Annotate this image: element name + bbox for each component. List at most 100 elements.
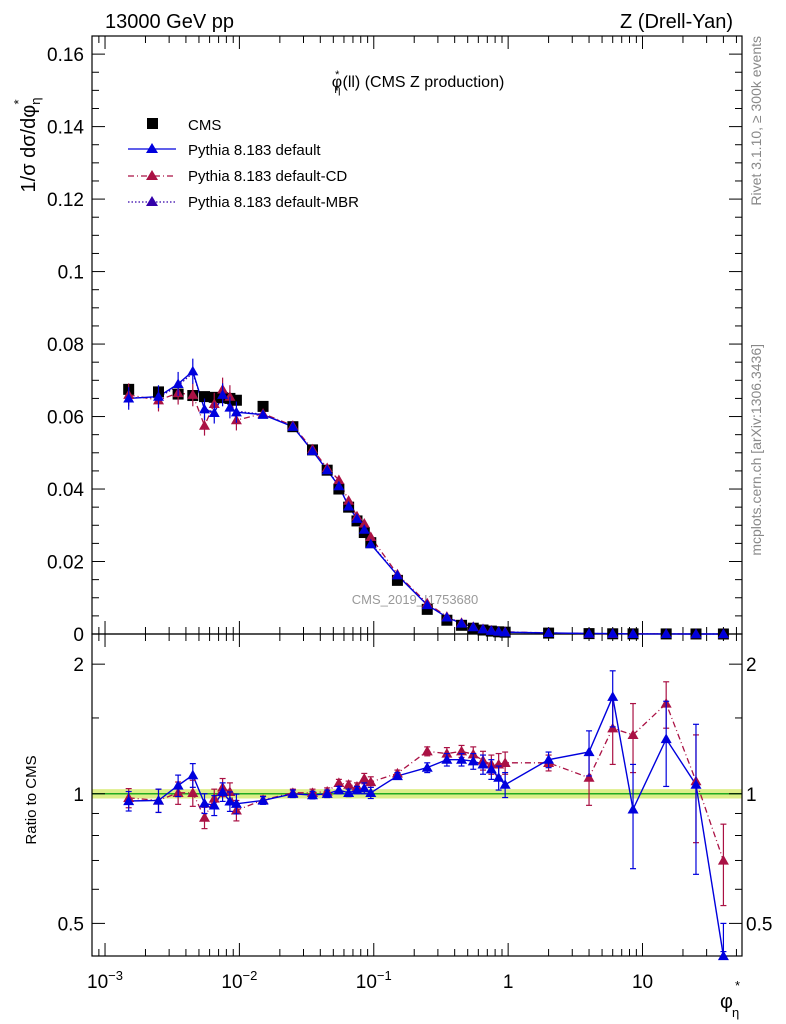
ratio-data-point bbox=[187, 787, 199, 797]
cms-data-point bbox=[199, 391, 211, 403]
ratio-y-tick-label: 2 bbox=[73, 655, 84, 676]
mcplots-note: mcplots.cern.ch [arXiv:1306.3436] bbox=[748, 344, 764, 556]
cms-data-point bbox=[421, 603, 433, 615]
y-tick-label: 0.02 bbox=[47, 553, 84, 574]
plot-title-sub: η bbox=[334, 84, 340, 96]
x-tick-label-base: 1 bbox=[503, 972, 514, 993]
ratio-data-point bbox=[343, 779, 355, 789]
legend-marker-mbr bbox=[146, 196, 158, 206]
mc-data-point bbox=[543, 627, 555, 638]
x-tick-label-base: 10 bbox=[356, 972, 377, 993]
mc-data-point bbox=[199, 403, 211, 414]
x-tick-label-base: 10 bbox=[221, 972, 242, 993]
ratio-data-point bbox=[365, 776, 377, 787]
ratio-data-point bbox=[607, 722, 619, 733]
y-tick-label: 0.06 bbox=[47, 408, 84, 429]
ratio-data-point bbox=[187, 769, 199, 780]
mc-data-point bbox=[485, 625, 497, 635]
mc-data-point bbox=[499, 626, 511, 637]
x-axis-label-sub: η bbox=[732, 1005, 739, 1020]
legend-entry-cd: Pythia 8.183 default-CD bbox=[128, 168, 347, 185]
ratio-plot-frame bbox=[91, 633, 743, 957]
ratio-data-point bbox=[441, 754, 453, 764]
mc-data-point bbox=[187, 365, 199, 376]
x-tick-label-exponent: −3 bbox=[108, 968, 123, 983]
mc-data-point bbox=[607, 628, 619, 638]
ratio-data-point bbox=[307, 789, 319, 800]
ratio-data-point bbox=[583, 772, 595, 782]
plot-title: φ* η (ll) (CMS Z production) bbox=[332, 69, 505, 96]
mc-data-point bbox=[343, 495, 355, 505]
ratio-data-point bbox=[660, 733, 672, 744]
ratio-y-tick-label: 0.5 bbox=[58, 914, 84, 935]
ratio-data-point bbox=[627, 729, 639, 740]
mc-data-point bbox=[287, 421, 299, 431]
ratio-data-point bbox=[717, 950, 729, 961]
data-layer: 10−3 10−2 10−1 1 1000.020.040.060.080.10.120… bbox=[47, 35, 772, 993]
ratio-data-point bbox=[257, 794, 269, 805]
ratio-data-point bbox=[543, 754, 555, 764]
ratio-data-point bbox=[477, 758, 489, 769]
legend-entry-cms: CMS bbox=[147, 117, 221, 134]
ratio-data-point bbox=[441, 748, 453, 758]
mc-data-point bbox=[333, 474, 345, 485]
mc-data-point bbox=[351, 513, 363, 523]
mc-data-point bbox=[717, 628, 729, 639]
legend-label-cms: CMS bbox=[188, 117, 221, 134]
header-left: 13000 GeV pp bbox=[105, 11, 234, 33]
mc-data-point bbox=[456, 617, 468, 628]
y-tick-label: 0.1 bbox=[58, 263, 84, 284]
ratio-data-point bbox=[583, 746, 595, 757]
legend-marker-cms bbox=[147, 118, 158, 129]
mc-data-point bbox=[208, 407, 220, 418]
y-tick-label: 0.12 bbox=[47, 190, 84, 211]
mc-data-point bbox=[224, 401, 236, 412]
mc-data-point bbox=[321, 464, 333, 475]
mc-data-point bbox=[199, 420, 211, 430]
cms-data-point bbox=[230, 394, 242, 406]
mc-data-point bbox=[343, 500, 355, 511]
mc-data-point bbox=[333, 480, 345, 491]
y-axis-label-sub: η bbox=[28, 98, 43, 105]
x-tick-label-exponent: −1 bbox=[377, 968, 392, 983]
ratio-data-point bbox=[499, 757, 511, 767]
ratio-y-tick-label: 1 bbox=[73, 785, 84, 806]
mc-data-point bbox=[660, 628, 672, 639]
legend-entry-mbr: Pythia 8.183 default-MBR bbox=[128, 194, 359, 211]
ratio-data-point bbox=[208, 799, 220, 810]
ratio-data-point bbox=[499, 779, 511, 789]
mc-data-point bbox=[123, 392, 135, 403]
ratio-data-point bbox=[421, 762, 433, 772]
mc-data-point bbox=[172, 378, 184, 389]
legend-marker-cd bbox=[146, 170, 158, 180]
ratio-y-tick-label-right: 0.5 bbox=[746, 914, 772, 935]
ratio-data-point bbox=[333, 777, 345, 788]
y-axis-label-main: 1/σ dσ/dφ bbox=[18, 105, 40, 193]
mc-data-point bbox=[187, 389, 199, 399]
x-tick-label-base: 10 bbox=[632, 972, 653, 993]
mc-data-point bbox=[307, 445, 319, 456]
ratio-data-point bbox=[485, 763, 497, 774]
y-tick-label: 0.14 bbox=[47, 118, 84, 139]
y-tick-label: 0.08 bbox=[47, 335, 84, 356]
mc-data-point bbox=[441, 611, 453, 622]
watermark: CMS_2019_I1753680 bbox=[352, 592, 479, 607]
legend-marker-default bbox=[146, 143, 158, 153]
x-tick-label: 10−3 bbox=[87, 968, 123, 993]
y-tick-label: 0 bbox=[73, 625, 84, 646]
legend-label-default: Pythia 8.183 default bbox=[188, 142, 321, 159]
ratio-data-point bbox=[172, 780, 184, 790]
y-axis-label-sup: * bbox=[11, 99, 26, 104]
ratio-data-point bbox=[717, 854, 729, 865]
cms-data-point bbox=[257, 400, 269, 412]
y-tick-label: 0.04 bbox=[47, 480, 84, 501]
x-axis-label: φη * bbox=[720, 978, 740, 1020]
legend-label-mbr: Pythia 8.183 default-MBR bbox=[188, 194, 359, 211]
mc-data-point bbox=[217, 389, 229, 399]
x-axis-label-main: φ bbox=[720, 991, 733, 1013]
ratio-data-point bbox=[391, 770, 403, 781]
ratio-curve-pythia-8-183-default-cd bbox=[128, 702, 725, 861]
plot-title-sup: * bbox=[335, 69, 340, 81]
legend: CMS Pythia 8.183 default Pythia 8.183 de… bbox=[128, 117, 359, 211]
